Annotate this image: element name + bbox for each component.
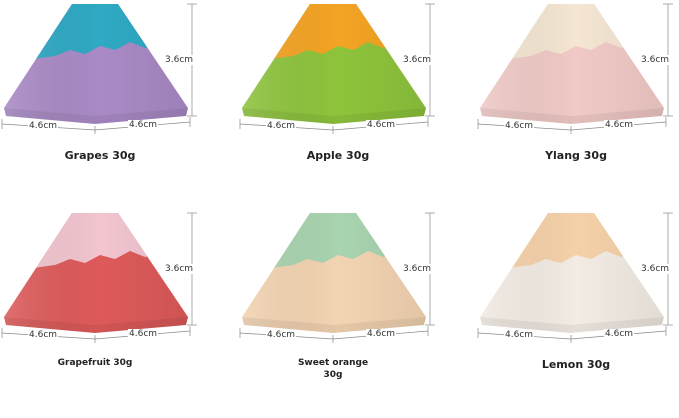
height-label: 3.6cm [640, 55, 671, 65]
bath-bomb-image [239, 3, 435, 134]
product-card: 3.6cm 4.6cm 4.6cm Sweet orange 30g [238, 209, 464, 418]
bath-bomb-image [239, 212, 435, 343]
product-name: Sweet orange 30g [297, 358, 369, 380]
product-name: Ylang 30g [545, 149, 607, 162]
width-right-label: 4.6cm [128, 120, 159, 130]
width-left-label: 4.6cm [266, 121, 297, 131]
height-label: 3.6cm [164, 264, 195, 274]
product-card: 3.6cm 4.6cm 4.6cm Lemon 30g [476, 209, 679, 418]
width-left-label: 4.6cm [504, 330, 535, 340]
width-left-label: 4.6cm [266, 330, 297, 340]
width-right-label: 4.6cm [604, 329, 635, 339]
product-name: Grapes 30g [64, 149, 136, 162]
width-right-label: 4.6cm [604, 120, 635, 130]
bath-bomb-image [1, 212, 197, 343]
width-left-label: 4.6cm [504, 121, 535, 131]
height-label: 3.6cm [164, 55, 195, 65]
product-card: 3.6cm 4.6cm 4.6cm Ylang 30g [476, 0, 679, 209]
height-label: 3.6cm [402, 55, 433, 65]
width-left-label: 4.6cm [28, 330, 59, 340]
width-left-label: 4.6cm [28, 121, 59, 131]
width-right-label: 4.6cm [366, 329, 397, 339]
product-card: 3.6cm 4.6cm 4.6cm Grapes 30g [0, 0, 226, 209]
product-card: 3.6cm 4.6cm 4.6cm Grapefruit 30g [0, 209, 226, 418]
height-label: 3.6cm [640, 264, 671, 274]
bath-bomb-image [1, 3, 197, 134]
width-right-label: 4.6cm [128, 329, 159, 339]
bath-bomb-image [477, 212, 673, 343]
bath-bomb-image [477, 3, 673, 134]
product-card: 3.6cm 4.6cm 4.6cm Apple 30g [238, 0, 464, 209]
product-name: Lemon 30g [541, 358, 611, 371]
width-right-label: 4.6cm [366, 120, 397, 130]
product-name: Apple 30g [306, 149, 370, 162]
height-label: 3.6cm [402, 264, 433, 274]
product-name: Grapefruit 30g [57, 358, 133, 368]
